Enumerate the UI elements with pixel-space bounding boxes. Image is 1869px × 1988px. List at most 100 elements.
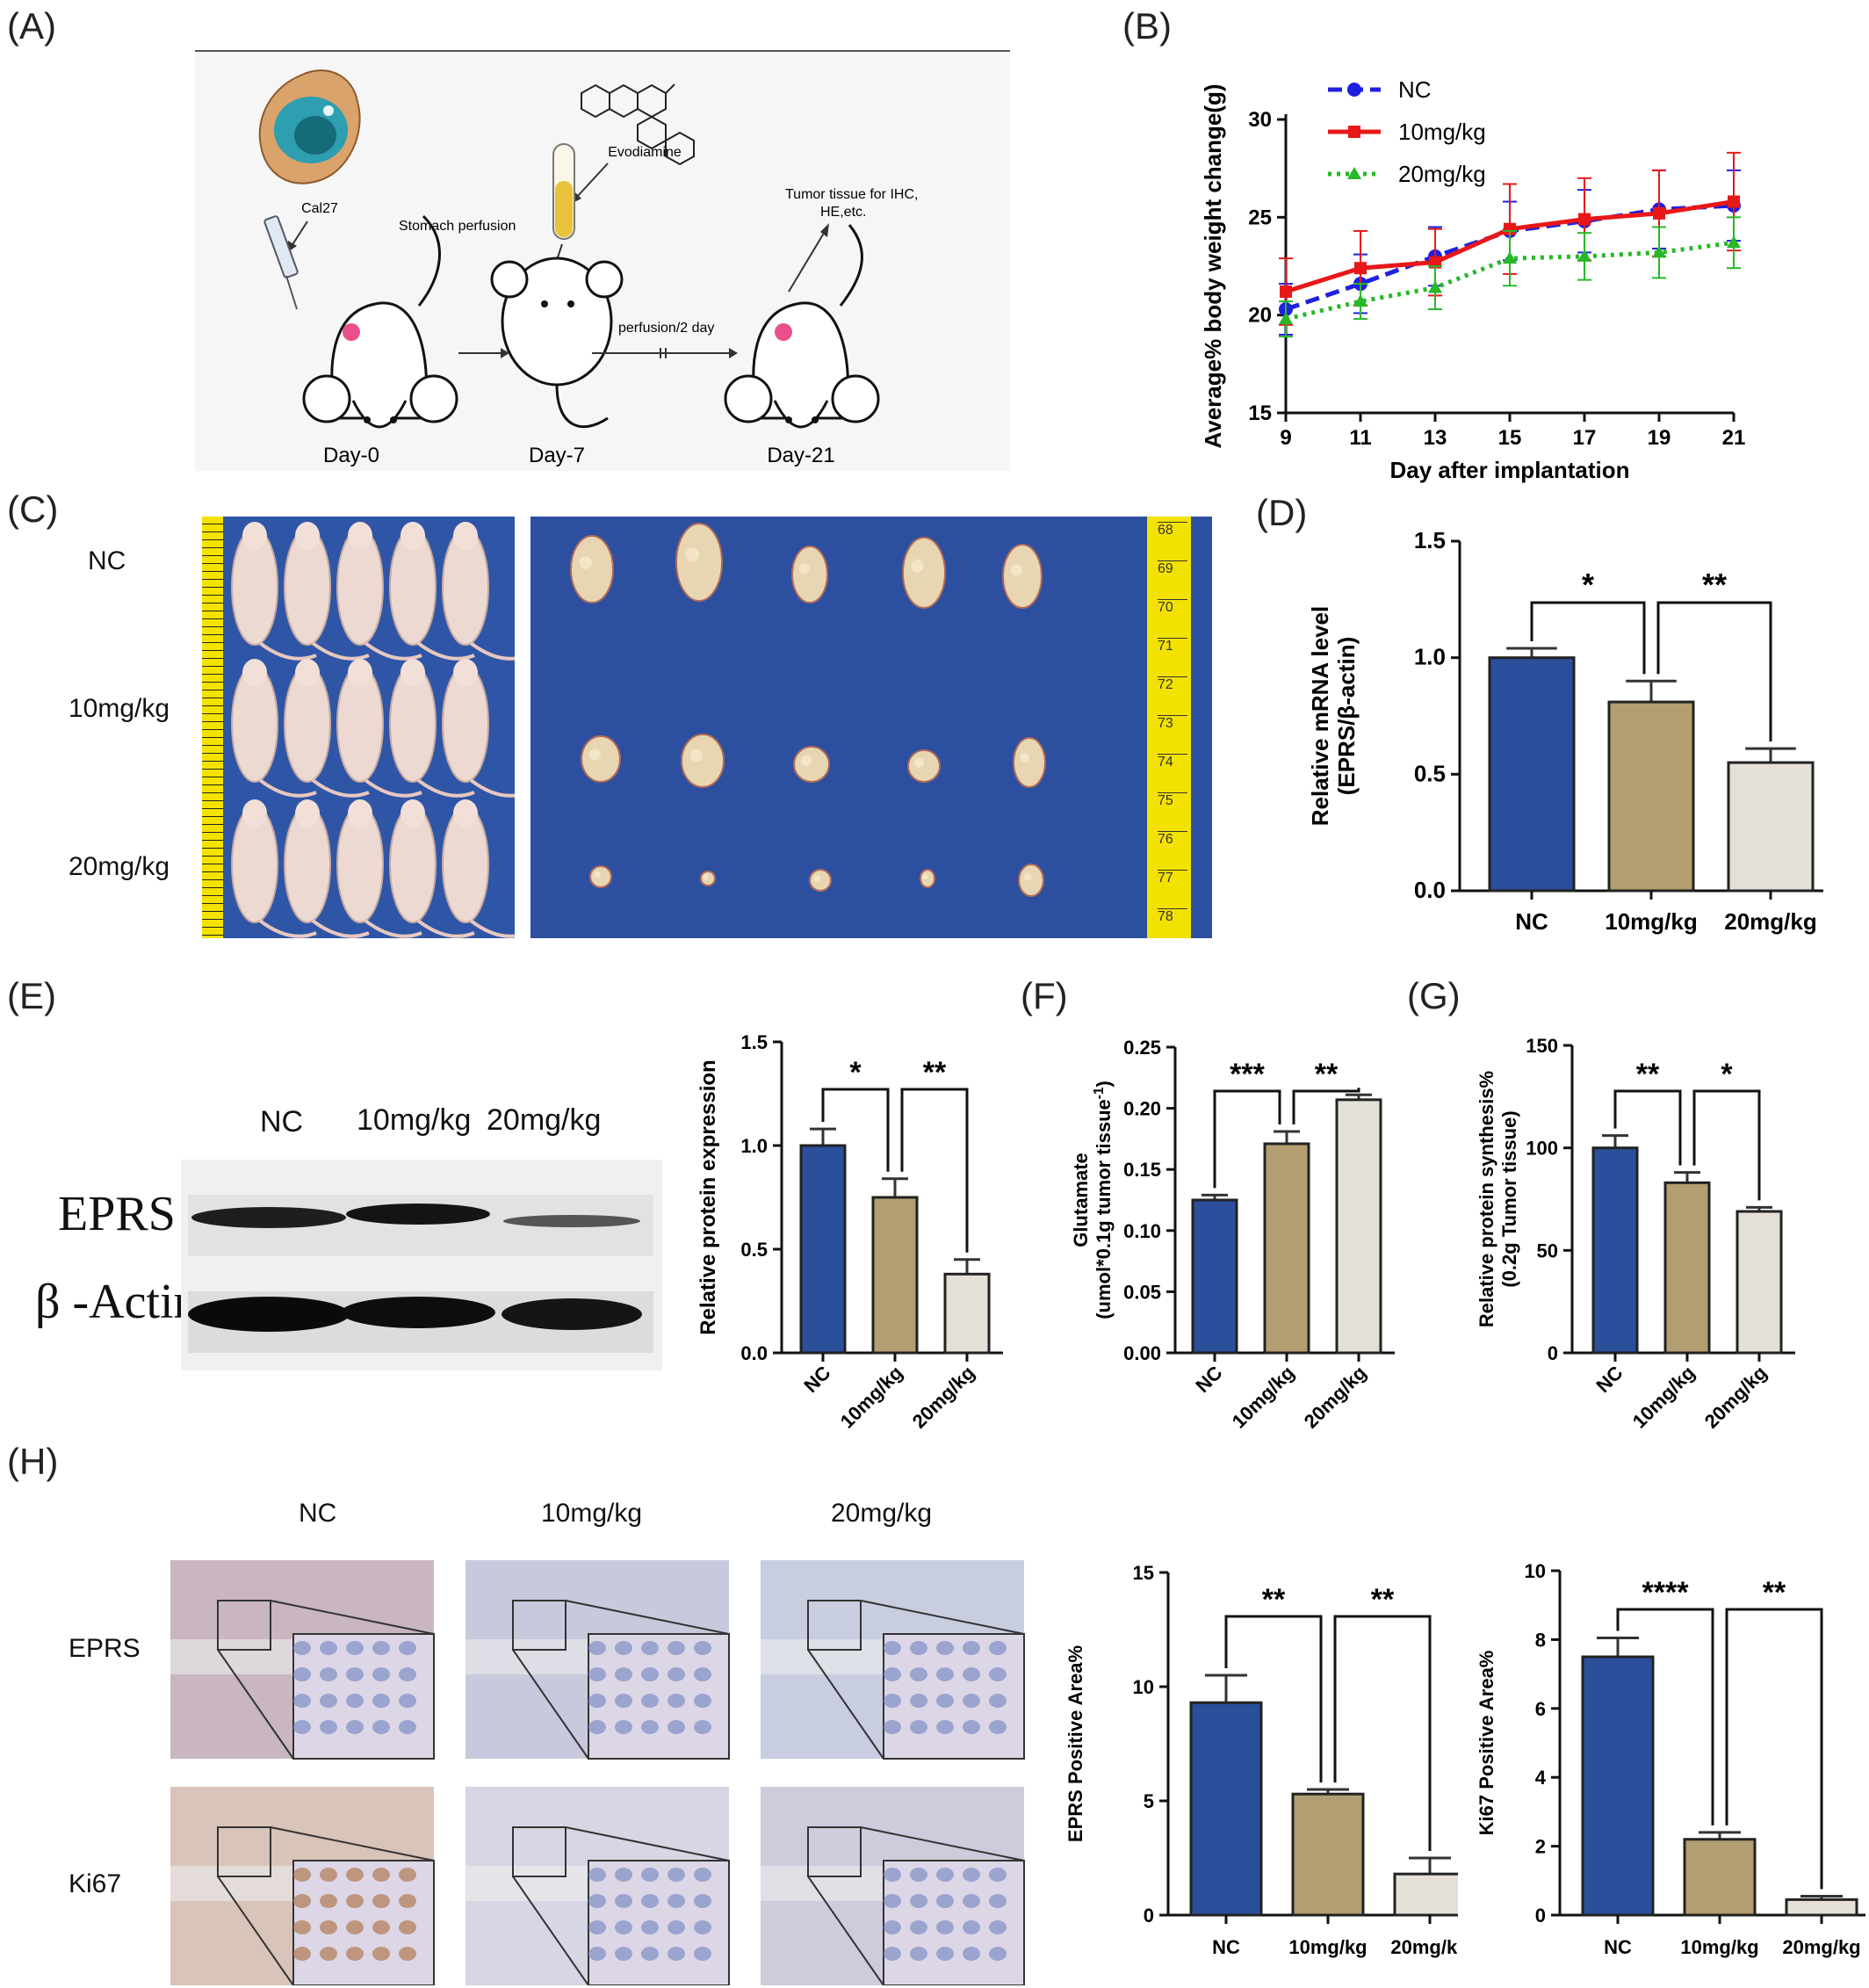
eprs-positive-area-bar-chart: 0 5 10 15 NC 10mg/kg 20mg/kg ** ** EPRS Positive … xyxy=(1064,1562,1458,1958)
ihc-cell xyxy=(641,1920,659,1934)
ihc-cell xyxy=(668,1894,685,1908)
syringe-icon xyxy=(263,215,299,310)
tumor-nodule xyxy=(813,875,820,882)
tumor xyxy=(907,749,941,783)
lane-label: 10mg/kg xyxy=(357,1103,472,1137)
ihc-cell xyxy=(694,1720,711,1734)
ruler-tick-label: 77 xyxy=(1158,870,1187,886)
glutamate-bar-chart: 0.00 0.05 0.10 0.15 0.20 0.25 NC 10mg/kg 20mg/kg… xyxy=(1070,1037,1395,1433)
significance-bracket xyxy=(821,1088,890,1172)
ihc-zoom-line xyxy=(565,1600,730,1635)
panel-label-c: (C) xyxy=(7,488,59,530)
ihc-cell xyxy=(989,1641,1007,1655)
tumor xyxy=(791,546,828,604)
y-axis-label: (EPRS/β-actin) xyxy=(1333,637,1360,796)
x-tick-label: 10mg/kg xyxy=(836,1362,907,1433)
perfusion-label: Stomach perfusion xyxy=(399,219,516,234)
significance-bracket xyxy=(1692,1089,1761,1201)
ihc-cell xyxy=(372,1920,390,1934)
lane-label: NC xyxy=(260,1105,304,1139)
y-tick-label: 6 xyxy=(1535,1698,1546,1720)
ihc-image-grid xyxy=(170,1560,1025,1985)
y-tick-label: 2 xyxy=(1535,1836,1546,1858)
ihc-cell xyxy=(884,1920,901,1934)
y-tick-label: 0.10 xyxy=(1123,1220,1161,1242)
tumor xyxy=(675,523,723,602)
y-tick-label: 1.0 xyxy=(1414,644,1446,670)
x-axis-label: Day after implantation xyxy=(1389,457,1629,483)
ihc-cell xyxy=(668,1947,685,1961)
data-point xyxy=(1653,206,1665,220)
ihc-cell xyxy=(936,1694,954,1708)
bar xyxy=(943,1272,991,1355)
tumor-nodule xyxy=(922,874,928,879)
day-label: Day-7 xyxy=(529,444,585,467)
ihc-cell xyxy=(293,1694,311,1708)
x-tick-label: 20mg/kg xyxy=(1700,1362,1772,1433)
lane-label: 20mg/kg xyxy=(487,1103,602,1137)
x-tick-label: 20mg/kg xyxy=(908,1362,979,1433)
x-tick-label: NC xyxy=(1212,1936,1240,1958)
ihc-zoom-box xyxy=(512,1600,566,1651)
ihc-cell xyxy=(372,1694,390,1708)
ihc-cell xyxy=(936,1720,954,1734)
tumor-nodule xyxy=(685,547,699,561)
bar xyxy=(1727,761,1815,893)
ihc-cell xyxy=(641,1667,659,1681)
bar xyxy=(1191,1198,1238,1355)
panel-label-b: (B) xyxy=(1122,5,1172,47)
x-tick-label: NC xyxy=(1191,1362,1226,1397)
bar xyxy=(1291,1792,1365,1917)
data-point xyxy=(1652,245,1666,258)
mouse-icon xyxy=(490,257,624,429)
significance-label: *** xyxy=(1230,1058,1265,1091)
ihc-cell xyxy=(346,1641,364,1655)
y-tick-label: 0.15 xyxy=(1123,1159,1161,1181)
y-tick-label: 0 xyxy=(1535,1905,1546,1927)
ihc-cell xyxy=(293,1868,311,1882)
y-tick-label: 30 xyxy=(1248,108,1272,132)
significance-label: ** xyxy=(1371,1583,1395,1616)
ihc-cell xyxy=(641,1894,659,1908)
ihc-cell xyxy=(615,1667,632,1681)
ihc-zoom-box xyxy=(512,1826,566,1877)
mouse-head xyxy=(400,799,425,828)
tumor-nodule xyxy=(594,871,601,878)
ihc-cell xyxy=(989,1868,1007,1882)
x-tick-label: NC xyxy=(1604,1936,1632,1958)
ihc-cell xyxy=(346,1894,364,1908)
significance-label: ** xyxy=(923,1056,947,1089)
day-label: Day-0 xyxy=(323,444,379,467)
mouse-tail xyxy=(258,778,317,798)
legend-marker xyxy=(1347,167,1361,179)
y-tick-label: 25 xyxy=(1248,206,1272,229)
y-tick-label: 8 xyxy=(1535,1629,1546,1651)
ihc-cell xyxy=(372,1720,390,1734)
test-tube-icon xyxy=(552,143,575,240)
tumor-nodule xyxy=(1023,873,1031,881)
ihc-cell xyxy=(346,1694,364,1708)
tumor xyxy=(920,869,935,888)
y-tick-label: 0.25 xyxy=(1123,1037,1161,1059)
significance-bracket xyxy=(1333,1615,1432,1851)
ihc-cell xyxy=(615,1641,632,1655)
ihc-cell xyxy=(694,1868,711,1882)
y-tick-label: 5 xyxy=(1144,1790,1154,1812)
ihc-cell xyxy=(372,1947,390,1961)
ihc-cell xyxy=(320,1947,337,1961)
tumor xyxy=(570,535,614,604)
mouse-head xyxy=(453,799,478,828)
ihc-cell xyxy=(963,1667,980,1681)
ruler-tick-label: 70 xyxy=(1158,599,1187,616)
ruler-tick-label: 72 xyxy=(1158,676,1187,693)
mouse-tail xyxy=(364,919,422,938)
ihc-cell xyxy=(615,1894,632,1908)
y-tick-label: 0.20 xyxy=(1123,1098,1161,1120)
row-label-20mg: 20mg/kg xyxy=(69,852,170,881)
ruler-tick-label: 68 xyxy=(1158,522,1187,539)
ihc-cell xyxy=(399,1641,416,1655)
significance-label: ** xyxy=(1702,567,1727,603)
ihc-zoom-line xyxy=(512,1876,589,1985)
significance-label: * xyxy=(849,1056,862,1089)
mouse-tail xyxy=(311,919,370,938)
